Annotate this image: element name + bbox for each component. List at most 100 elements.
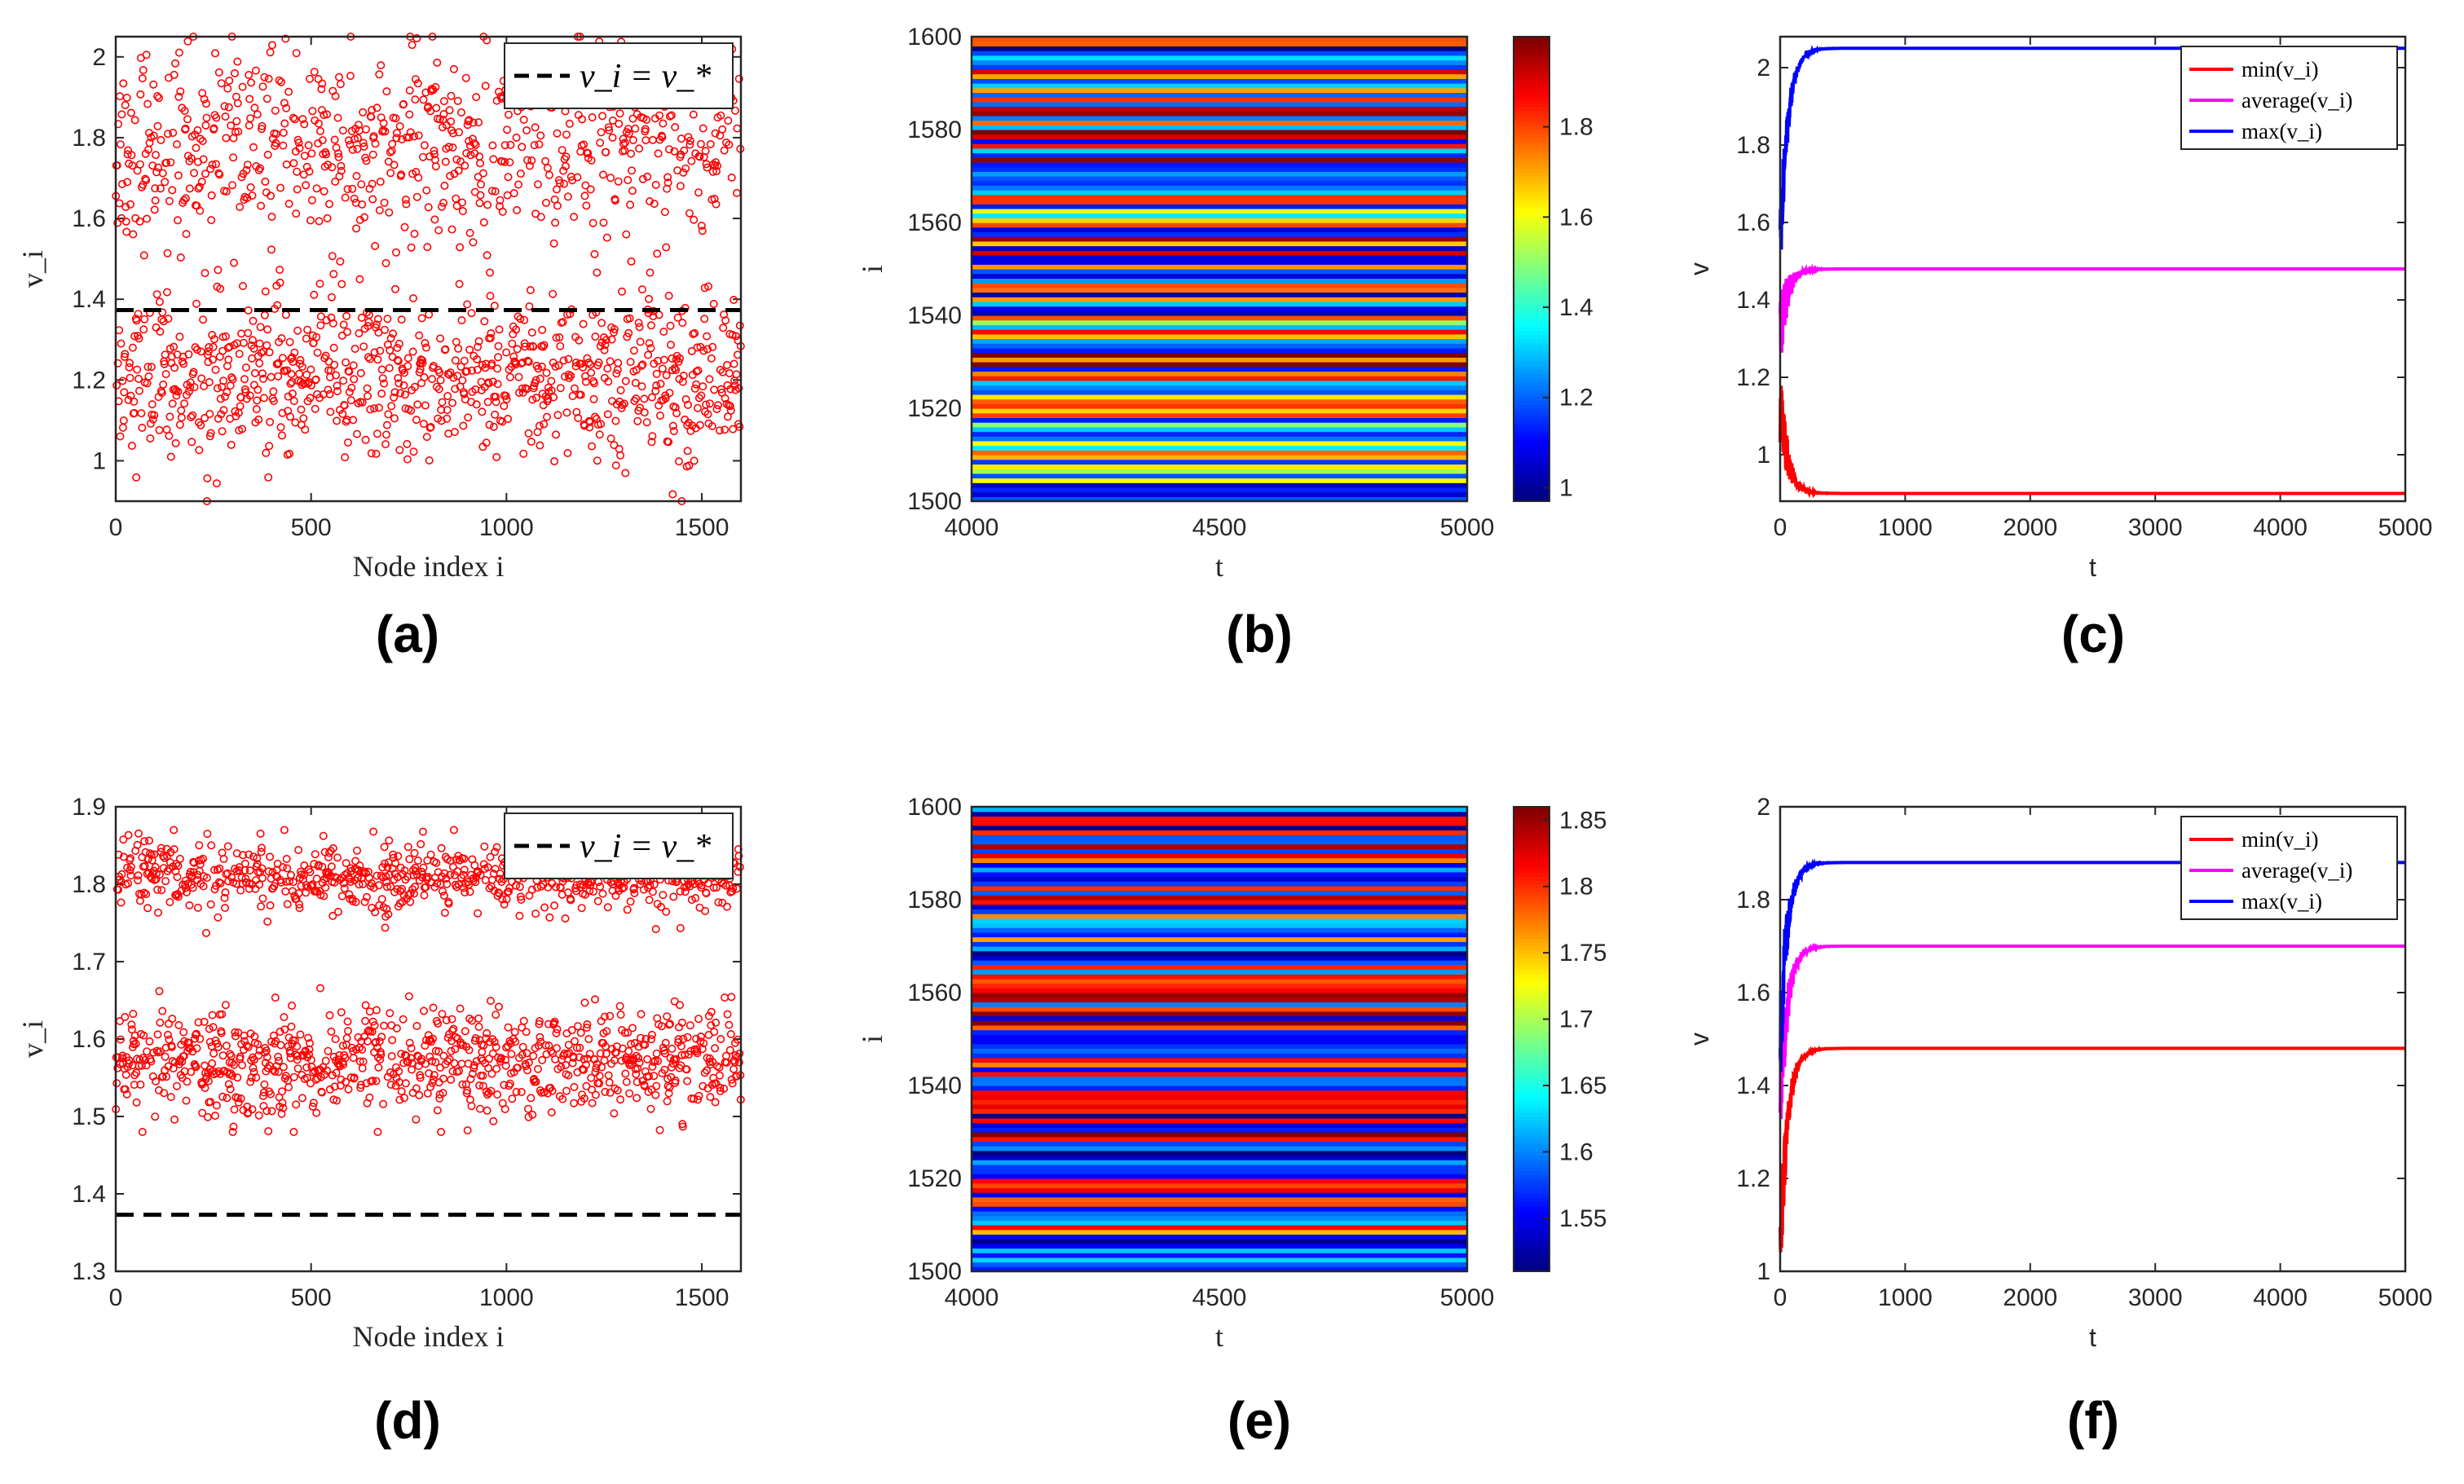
x-tick-label: 5000 bbox=[2378, 1284, 2433, 1311]
scatter-point bbox=[343, 185, 352, 194]
heatmap-band bbox=[972, 848, 1467, 854]
colorbar-tick-label: 1.85 bbox=[1559, 807, 1607, 834]
scatter-point bbox=[381, 258, 390, 267]
scatter-point bbox=[280, 119, 289, 128]
scatter-point bbox=[357, 313, 366, 322]
heatmap-band bbox=[972, 969, 1467, 975]
scatter-point bbox=[364, 322, 372, 331]
scatter-point bbox=[188, 411, 197, 420]
colorbar-segment bbox=[1514, 931, 1549, 936]
scatter-point bbox=[248, 336, 257, 345]
scatter-point bbox=[533, 1064, 542, 1073]
scatter-point bbox=[415, 1090, 424, 1099]
scatter-point bbox=[398, 135, 407, 144]
scatter-point bbox=[407, 406, 416, 415]
scatter-point bbox=[368, 1077, 377, 1085]
scatter-point bbox=[356, 1081, 365, 1090]
scatter-point bbox=[298, 115, 307, 124]
heatmap-band bbox=[972, 1015, 1467, 1021]
scatter-point bbox=[395, 121, 404, 130]
scatter-point bbox=[383, 315, 392, 324]
scatter-point bbox=[334, 152, 343, 161]
scatter-point bbox=[693, 403, 702, 412]
heatmap-band bbox=[972, 1108, 1467, 1114]
scatter-point bbox=[372, 1006, 381, 1015]
colorbar-segment bbox=[1514, 1058, 1549, 1063]
scatter-point bbox=[538, 325, 547, 334]
scatter-point bbox=[449, 826, 458, 834]
scatter-point bbox=[151, 196, 160, 205]
scatter-point bbox=[134, 310, 143, 319]
scatter-point bbox=[672, 355, 681, 364]
scatter-point bbox=[307, 196, 316, 205]
colorbar-segment bbox=[1514, 249, 1549, 254]
scatter-point bbox=[432, 103, 441, 112]
scatter-point bbox=[671, 1077, 680, 1085]
heatmap-band bbox=[972, 496, 1467, 502]
scatter-point bbox=[611, 416, 620, 425]
scatter-point bbox=[693, 1045, 702, 1054]
scatter-point bbox=[382, 87, 391, 96]
scatter-point bbox=[519, 116, 528, 125]
scatter-point bbox=[478, 1047, 487, 1056]
heatmap-band bbox=[972, 469, 1467, 474]
scatter-point bbox=[512, 881, 521, 890]
scatter-point bbox=[723, 1010, 732, 1019]
colorbar-segment bbox=[1514, 385, 1549, 390]
colorbar-segment bbox=[1514, 234, 1549, 239]
scatter-point bbox=[158, 1006, 167, 1015]
scatter-point bbox=[423, 243, 432, 252]
scatter-point bbox=[706, 139, 715, 148]
scatter-point bbox=[604, 1071, 613, 1080]
scatter-point bbox=[382, 883, 391, 892]
scatter-point bbox=[551, 1055, 560, 1063]
heatmap-band bbox=[972, 816, 1467, 821]
scatter-point bbox=[670, 147, 679, 156]
scatter-point bbox=[476, 870, 485, 879]
scatter-point bbox=[361, 125, 370, 134]
colorbar-segment bbox=[1514, 331, 1549, 336]
colorbar-segment bbox=[1514, 400, 1549, 405]
scatter-point bbox=[632, 394, 641, 403]
scatter-point bbox=[574, 413, 583, 422]
heatmap-band bbox=[972, 236, 1467, 242]
scatter-point bbox=[134, 374, 143, 383]
scatter-point bbox=[199, 854, 208, 863]
scatter-point bbox=[605, 126, 614, 134]
colorbar-segment bbox=[1514, 207, 1549, 212]
heatmap-band bbox=[972, 161, 1467, 168]
scatter-point bbox=[355, 275, 364, 284]
scatter-point bbox=[172, 860, 181, 869]
scatter-point bbox=[428, 375, 437, 384]
y-tick-label: 1.6 bbox=[72, 205, 106, 232]
scatter-point bbox=[324, 385, 333, 394]
scatter-point bbox=[500, 1105, 509, 1114]
scatter-point bbox=[117, 1035, 126, 1044]
scatter-point bbox=[313, 348, 322, 357]
colorbar-segment bbox=[1514, 818, 1549, 823]
scatter-point bbox=[258, 121, 267, 130]
colorbar-segment bbox=[1514, 807, 1549, 812]
scatter-point bbox=[250, 368, 259, 377]
scatter-point bbox=[196, 134, 205, 143]
scatter-point bbox=[596, 883, 605, 892]
scatter-point bbox=[417, 314, 426, 323]
scatter-point bbox=[527, 328, 536, 337]
y-tick-label: 1560 bbox=[907, 209, 962, 236]
scatter-point bbox=[353, 134, 362, 143]
scatter-point bbox=[257, 902, 266, 911]
scatter-point bbox=[458, 376, 467, 385]
scatter-point bbox=[580, 192, 589, 200]
heatmap-band bbox=[972, 422, 1467, 428]
colorbar-segment bbox=[1514, 473, 1549, 479]
scatter-point bbox=[218, 1010, 227, 1019]
scatter-point bbox=[627, 257, 636, 266]
scatter-point bbox=[615, 1002, 624, 1011]
scatter-point bbox=[474, 118, 483, 127]
scatter-point bbox=[422, 186, 431, 195]
scatter-point bbox=[200, 1017, 209, 1026]
colorbar-segment bbox=[1514, 272, 1549, 278]
scatter-point bbox=[405, 1038, 414, 1047]
heatmap-band bbox=[972, 222, 1467, 228]
colorbar-segment bbox=[1514, 99, 1549, 103]
